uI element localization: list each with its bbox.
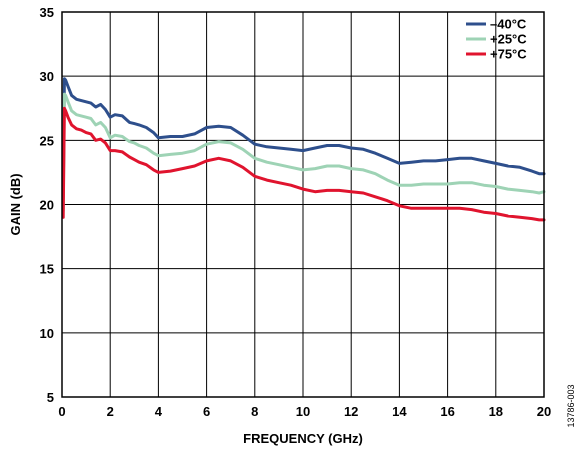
series-line-3 bbox=[61, 106, 546, 222]
x-tick-label: 0 bbox=[58, 404, 65, 419]
y-axis-title: GAIN (dB) bbox=[8, 173, 23, 235]
y-tick-label: 15 bbox=[40, 262, 54, 277]
x-tick-label: 18 bbox=[489, 404, 503, 419]
x-tick-label: 20 bbox=[537, 404, 551, 419]
x-tick-label: 14 bbox=[392, 404, 407, 419]
x-tick-label: 2 bbox=[107, 404, 114, 419]
y-tick-label: 20 bbox=[40, 198, 54, 213]
series-layer bbox=[61, 77, 546, 222]
legend-label: –40°C bbox=[490, 17, 527, 32]
x-tick-label: 4 bbox=[155, 404, 163, 419]
y-tick-label: 5 bbox=[47, 390, 54, 405]
y-tick-label: 10 bbox=[40, 326, 54, 341]
x-tick-label: 10 bbox=[296, 404, 310, 419]
figure-id: 13786-003 bbox=[566, 384, 576, 427]
x-tick-label: 12 bbox=[344, 404, 358, 419]
legend-label: +75°C bbox=[490, 47, 527, 62]
y-tick-label: 35 bbox=[40, 5, 54, 20]
y-tick-label: 30 bbox=[40, 69, 54, 84]
series-line-1 bbox=[61, 77, 546, 200]
x-tick-label: 16 bbox=[440, 404, 454, 419]
x-tick-label: 8 bbox=[251, 404, 258, 419]
y-tick-label: 25 bbox=[40, 133, 54, 148]
tick-labels: 0 2 4 6 8 10 12 14 16 18 20 5 10 15 20 25 30 35 bbox=[40, 5, 552, 419]
series-line-2 bbox=[61, 92, 546, 213]
legend-label: +25°C bbox=[490, 32, 527, 47]
x-tick-label: 6 bbox=[203, 404, 210, 419]
x-axis-title: FREQUENCY (GHz) bbox=[243, 431, 363, 446]
plot-frame bbox=[61, 11, 545, 398]
legend: –40°C+25°C+75°C bbox=[466, 17, 527, 62]
